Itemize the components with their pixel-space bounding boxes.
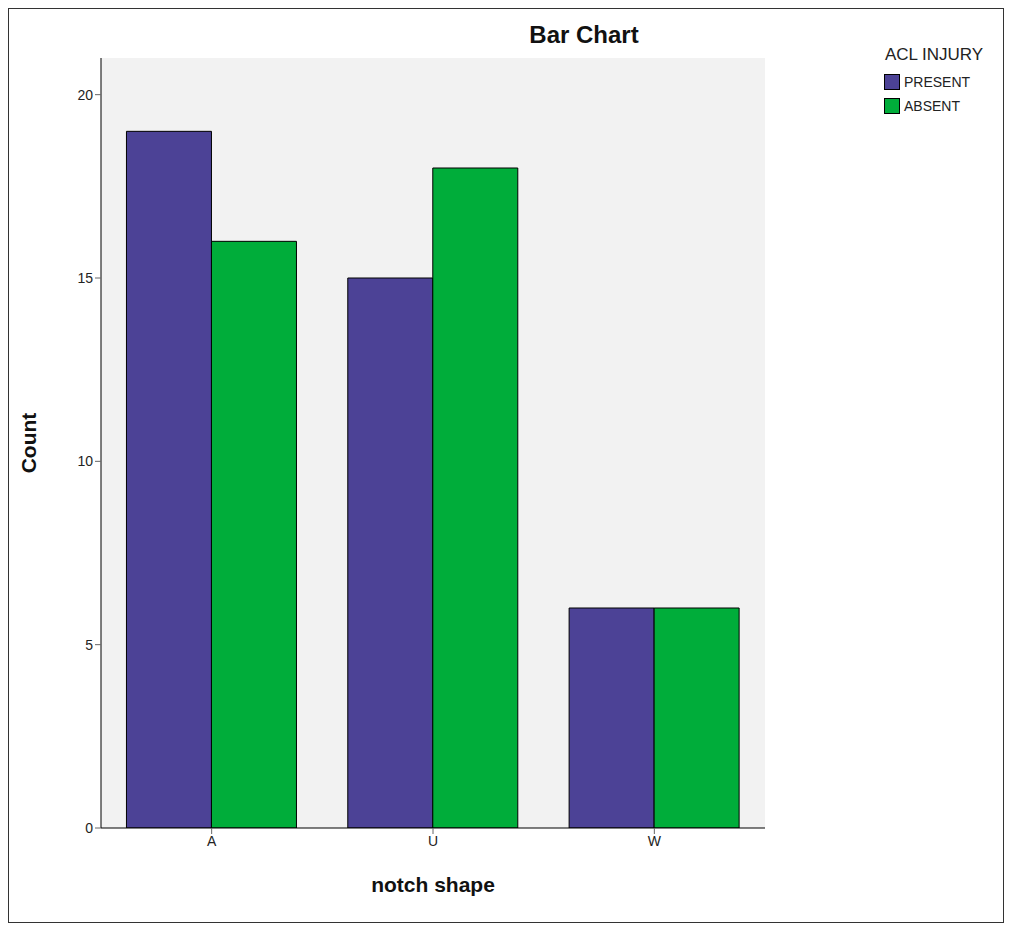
html-text:ABSENT: ABSENT	[904, 98, 960, 114]
svg-text:20: 20	[77, 87, 93, 103]
svg-text:W: W	[648, 833, 662, 849]
svg-text:U: U	[428, 833, 438, 849]
svg-text:Count: Count	[17, 413, 40, 474]
html-text:ACL INJURY: ACL INJURY	[884, 45, 984, 64]
svg-text:notch shape: notch shape	[371, 873, 495, 896]
svg-text:10: 10	[77, 453, 93, 469]
svg-text:15: 15	[77, 270, 93, 286]
svg-text:A: A	[207, 833, 217, 849]
svg-text:5: 5	[85, 637, 93, 653]
html-text:PRESENT: PRESENT	[904, 74, 971, 90]
html-text:Bar Chart: Bar Chart	[529, 21, 639, 48]
svg-text:0: 0	[85, 820, 93, 836]
